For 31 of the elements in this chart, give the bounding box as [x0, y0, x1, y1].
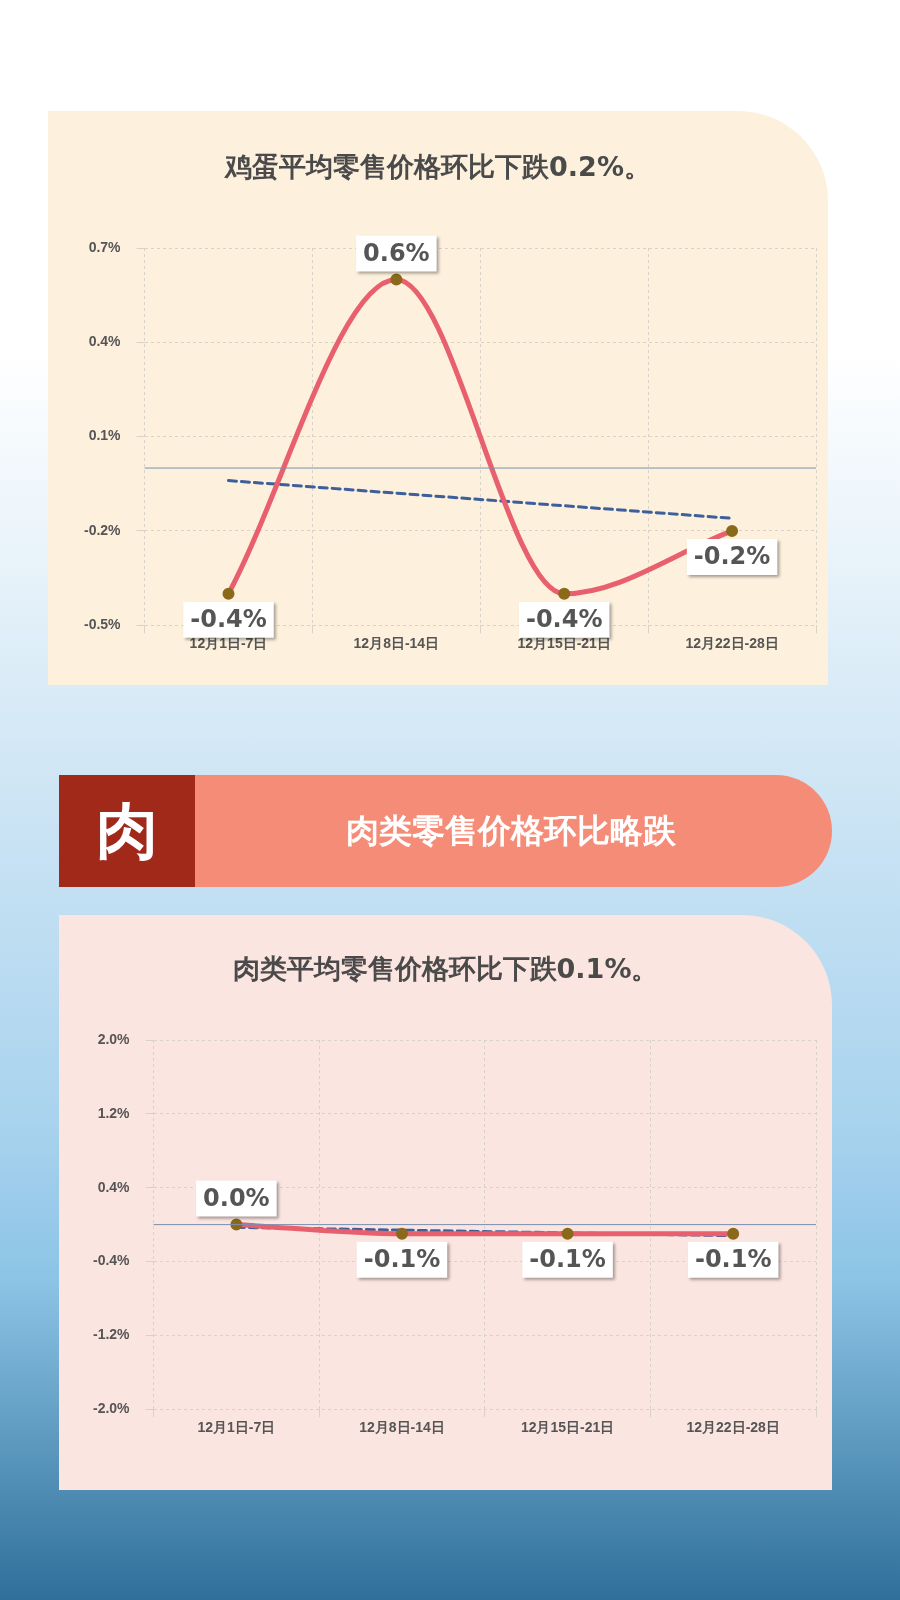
x-tick-label: 12月22日-28日 — [686, 1419, 780, 1436]
y-tick-label: 1.2% — [97, 1104, 131, 1121]
data-label: -0.2% — [693, 542, 771, 571]
y-tick-label: -0.5% — [83, 616, 122, 633]
x-tick-label: 12月8日-14日 — [353, 635, 440, 652]
data-label: -0.1% — [363, 1245, 441, 1274]
x-tick-label: 12月1日-7日 — [197, 1419, 276, 1436]
chart-title: 肉类平均零售价格环比下跌0.1%。 — [231, 952, 660, 986]
y-tick-label: -1.2% — [92, 1326, 131, 1343]
y-tick-label: -2.0% — [92, 1400, 131, 1417]
y-tick-label: 0.4% — [97, 1178, 131, 1195]
y-tick-label: -0.2% — [83, 521, 122, 538]
data-label: -0.1% — [694, 1245, 772, 1274]
x-tick-label: 12月1日-7日 — [189, 635, 268, 652]
x-tick-label: 12月22日-28日 — [685, 635, 779, 652]
x-tick-label: 12月15日-21日 — [517, 635, 611, 652]
data-label: 0.6% — [363, 238, 430, 267]
y-tick-label: 2.0% — [97, 1030, 131, 1047]
data-label: 0.0% — [203, 1183, 270, 1212]
y-tick-label: 0.7% — [88, 238, 122, 255]
data-label: -0.4% — [190, 605, 267, 633]
data-label: -0.1% — [529, 1245, 606, 1274]
data-label: -0.4% — [525, 605, 603, 633]
y-tick-label: 0.1% — [88, 427, 122, 444]
y-tick-label: -0.4% — [92, 1252, 131, 1269]
text: 肉类零售价格环比略跌 — [345, 810, 676, 850]
x-tick-label: 12月15日-21日 — [520, 1419, 615, 1436]
text: 肉 — [59, 775, 195, 887]
chart-title: 鸡蛋平均零售价格环比下跌0.2%。 — [223, 150, 652, 184]
y-tick-label: 0.4% — [88, 333, 122, 350]
x-tick-label: 12月8日-14日 — [359, 1419, 445, 1436]
